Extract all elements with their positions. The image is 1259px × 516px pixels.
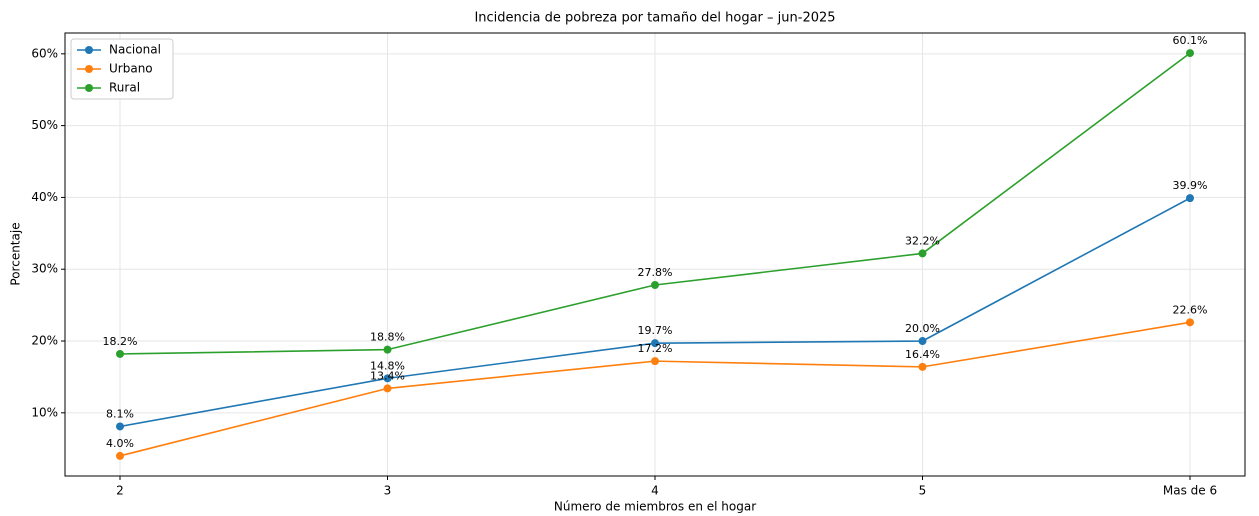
value-label: 14.8% — [370, 359, 405, 372]
y-tick-label: 60% — [31, 46, 58, 60]
marker — [383, 345, 392, 354]
value-label: 19.7% — [638, 324, 673, 337]
value-label: 18.8% — [370, 331, 405, 344]
y-tick-label: 10% — [31, 405, 58, 419]
value-label: 4.0% — [106, 437, 134, 450]
x-tick-label: 4 — [651, 484, 659, 498]
legend-marker — [85, 65, 93, 73]
marker — [116, 349, 124, 358]
marker — [1186, 194, 1194, 203]
value-label: 18.2% — [103, 335, 138, 348]
marker — [383, 384, 392, 393]
y-axis-label: Porcentaje — [9, 222, 23, 285]
legend-marker — [85, 84, 93, 92]
x-tick-label: 3 — [384, 484, 392, 498]
value-label: 60.1% — [1173, 34, 1208, 47]
marker — [116, 422, 124, 431]
value-label: 27.8% — [638, 266, 673, 279]
marker — [918, 249, 927, 258]
plot-frame — [64, 32, 1246, 477]
chart-title: Incidencia de pobreza por tamaño del hog… — [474, 11, 835, 26]
value-label: 22.6% — [1173, 303, 1208, 316]
value-label: 8.1% — [106, 407, 134, 420]
value-label: 17.2% — [638, 342, 673, 355]
marker — [918, 362, 927, 371]
marker — [651, 357, 659, 366]
marker — [918, 337, 927, 346]
x-tick-label: 2 — [116, 484, 124, 498]
marker — [651, 339, 659, 348]
legend-label: Urbano — [109, 62, 153, 76]
value-label: 13.4% — [370, 369, 405, 382]
marker — [1186, 318, 1194, 327]
legend-label: Nacional — [109, 43, 161, 57]
marker — [651, 281, 659, 290]
legend-marker — [85, 46, 93, 54]
y-tick-label: 50% — [31, 118, 58, 132]
x-tick-label: 5 — [919, 484, 927, 498]
legend-box — [70, 38, 174, 100]
x-tick-label: Mas de 6 — [1163, 484, 1217, 498]
marker — [116, 451, 124, 460]
x-axis-label: Número de miembros en el hogar — [554, 500, 756, 514]
value-label: 16.4% — [905, 348, 940, 361]
value-label: 20.0% — [905, 322, 940, 335]
marker — [383, 374, 392, 383]
y-tick-label: 30% — [31, 262, 58, 276]
y-tick-label: 20% — [31, 334, 58, 348]
value-label: 32.2% — [905, 234, 940, 247]
y-tick-label: 40% — [31, 190, 58, 204]
legend-label: Rural — [109, 81, 140, 95]
marker — [1186, 49, 1194, 58]
value-label: 39.9% — [1173, 179, 1208, 192]
